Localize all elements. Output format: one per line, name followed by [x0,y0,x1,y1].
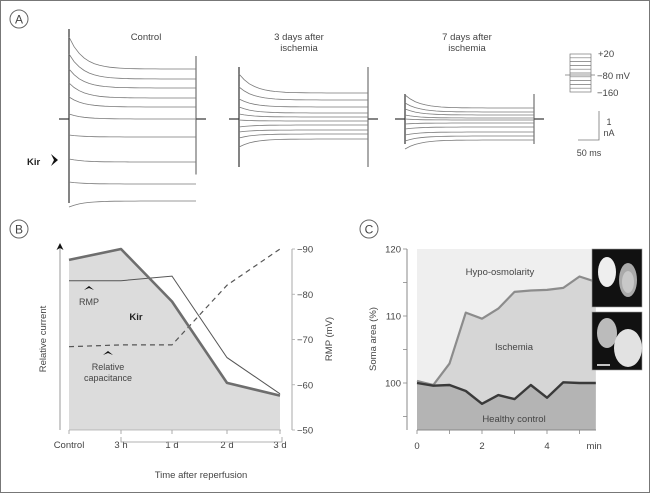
healthy-line [416,381,596,405]
right-tick-label: −70 [297,335,313,346]
current-trace [404,118,534,121]
current-trace [404,131,534,136]
current-trace [238,86,368,101]
current-trace [404,126,534,130]
panel-c-label-circle [359,219,379,239]
panel-b-label-circle [9,219,29,239]
hypo-label: Hypo-osmolarity [466,267,535,278]
x-tick-label: 0 [414,441,419,452]
x-tick-label: min [586,441,601,452]
title-7days-line2: ischemia [448,43,486,54]
cap-annotation-line1: Relative [92,362,125,372]
y-tick-label: 110 [386,312,401,323]
right-axis-label: RMP (mV) [324,317,335,361]
x-tick-label: 3 h [114,440,127,451]
trace-set [59,29,206,208]
scale-bar [578,111,600,141]
capacitance-pointer-icon [103,351,113,355]
scale-time: 50 ms [577,148,602,158]
current-trace [238,138,368,148]
current-trace [238,106,368,114]
y-axis-label: Soma area (%) [368,307,379,371]
left-axis-arrow-icon [56,243,64,250]
voltage-protocol [565,53,595,93]
panel-b: B Relative current Control 3 h 1 d 2 d 3 d T… [9,219,335,481]
current-trace [68,200,196,208]
current-trace [68,113,196,120]
current-trace [68,158,196,163]
trace-set [395,94,544,150]
x-tick-label: 1 d [165,440,178,451]
current-trace [404,139,534,150]
kir-annotation: Kir [129,312,143,323]
x-tick-label: Control [54,440,85,451]
current-trace [68,96,196,108]
title-7days-line1: 7 days after [442,32,492,43]
current-trace [238,129,368,133]
title-control: Control [131,32,162,43]
current-trace [404,135,534,142]
current-trace [238,124,368,128]
rmp-annotation: RMP [79,297,99,307]
x-tick-label: 2 [479,441,484,452]
right-tick-label: −90 [297,245,313,256]
rmp-line [69,275,281,395]
reperfusion-bracket [120,437,283,443]
right-tick-label: −80 [297,290,313,301]
capacitance-line [68,248,281,348]
panel-c: C 120 110 100 0 2 4 min Soma area (%) Hypo-os… [359,219,643,452]
current-trace [404,94,534,109]
current-trace [238,119,368,122]
cap-annotation-line2: capacitance [84,373,132,383]
left-axis-label: Relative current [38,305,49,372]
x-tick-label: 3 d [273,440,286,451]
micrograph-bottom [591,311,643,371]
kir-line [68,247,281,397]
current-trace [68,181,196,185]
title-3days-line2: ischemia [280,43,318,54]
scale-current-value: 1 [606,117,611,127]
current-trace [68,53,196,80]
kir-marker-label: Kir [27,157,41,168]
bracket-label: Time after reperfusion [155,470,248,481]
current-trace [68,82,196,99]
current-trace [404,122,534,125]
current-trace [404,114,534,119]
vstep-mid: −80 mV [597,71,631,82]
panel-a: A Control 3 days after ischemia 7 days a… [9,9,631,208]
x-tick-label: 2 d [220,440,233,451]
current-trace [404,102,534,113]
healthy-label: Healthy control [482,414,545,425]
x-tick-label: 4 [544,441,549,452]
current-trace [238,113,368,118]
kir-area-fill [69,249,280,430]
current-trace [238,98,368,108]
current-trace [68,134,196,138]
y-tick-label: 120 [385,245,401,256]
vstep-bottom: −160 [597,88,618,99]
panel-a-label: A [15,13,23,27]
panel-a-label-circle [9,9,29,29]
rmp-pointer-icon [84,286,94,290]
trace-set [229,67,378,167]
title-3days-line1: 3 days after [274,32,324,43]
panel-b-label: B [15,223,23,237]
scale-current-unit: nA [603,128,614,138]
current-trace [238,133,368,139]
ischemia-line [416,275,597,387]
vstep-top: +20 [598,49,614,60]
current-traces [59,29,544,208]
ischemia-label: Ischemia [495,342,534,353]
right-tick-label: −50 [297,426,313,437]
current-trace [68,68,196,89]
kir-arrowhead-icon [51,154,58,166]
current-trace [68,36,196,70]
right-tick-label: −60 [297,380,313,391]
current-trace [238,73,368,94]
y-tick-label: 100 [385,379,401,390]
panel-c-label: C [365,223,374,237]
micrograph-top [591,248,643,308]
current-trace [404,108,534,116]
